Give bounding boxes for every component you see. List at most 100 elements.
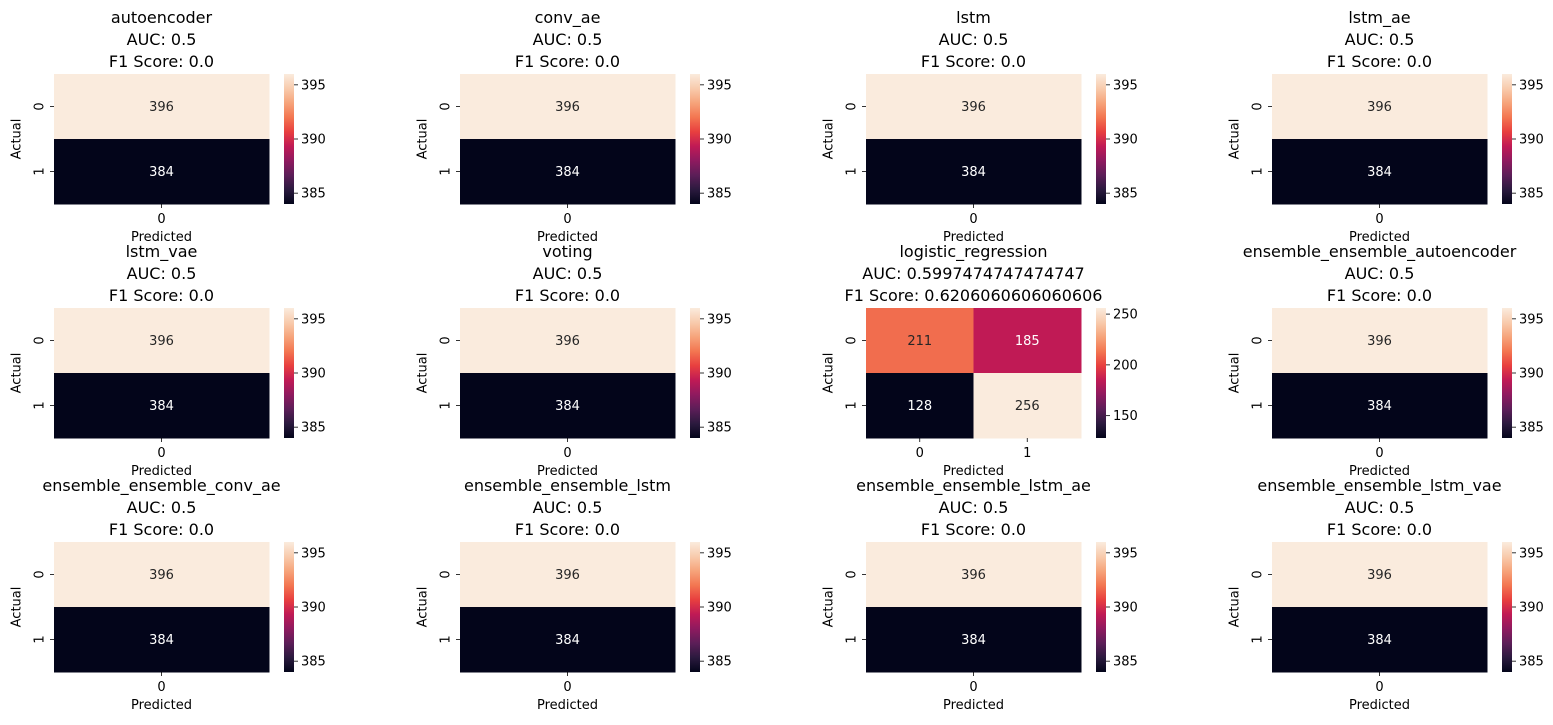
- colorbar-tick-label: 200: [1113, 358, 1138, 373]
- colorbar: [1502, 308, 1512, 438]
- y-tick-label: 1: [845, 167, 860, 175]
- heatmap-cell: [1272, 607, 1488, 673]
- heatmap-panel-ensemble-ensemble-lstm-ae: ensemble_ensemble_lstm_ae AUC: 0.5 F1 Scor…: [822, 476, 1138, 713]
- f1-label: F1 Score: 0.0: [921, 52, 1026, 71]
- panel-title: logistic_regression: [899, 242, 1047, 262]
- heatmap-panel-conv-ae: conv_ae AUC: 0.5 F1 Score: 0.0 396 384 0 1 Actu…: [416, 8, 732, 245]
- colorbar-tick-label: 395: [707, 546, 732, 561]
- y-tick-label: 1: [1251, 401, 1266, 409]
- colorbar-tick-label: 395: [1113, 78, 1138, 93]
- colorbar-tick-label: 390: [707, 367, 732, 382]
- cell-value-label: 384: [149, 633, 174, 648]
- y-tick-label: 1: [33, 167, 48, 175]
- y-tick-label: 0: [439, 570, 454, 578]
- colorbar-tick-label: 390: [1113, 601, 1138, 616]
- x-axis-label: Predicted: [537, 698, 598, 713]
- x-tick-label: 0: [969, 212, 977, 227]
- x-axis-label: Predicted: [943, 698, 1004, 713]
- y-tick-label: 1: [439, 401, 454, 409]
- heatmap-cell: [54, 607, 270, 673]
- y-axis-label: Actual: [1228, 587, 1243, 628]
- heatmap-cell: [1272, 542, 1488, 608]
- colorbar-tick-label: 385: [1519, 187, 1544, 202]
- cell-value-label: 396: [555, 100, 580, 115]
- heatmap-cell: [54, 74, 270, 140]
- heatmap-cell: [54, 373, 270, 439]
- y-tick-label: 0: [439, 102, 454, 110]
- x-tick-label: 0: [157, 212, 165, 227]
- f1-label: F1 Score: 0.0: [1327, 520, 1432, 539]
- cell-value-label: 396: [555, 568, 580, 583]
- y-tick-label: 0: [439, 336, 454, 344]
- f1-label: F1 Score: 0.0: [515, 286, 620, 305]
- colorbar-tick-label: 150: [1113, 409, 1138, 424]
- heatmap-cell: [1272, 74, 1488, 140]
- y-axis-label: Actual: [822, 119, 837, 160]
- y-tick-label: 1: [33, 635, 48, 643]
- panel-title: autoencoder: [111, 8, 213, 27]
- heatmap-panel-ensemble-ensemble-lstm: ensemble_ensemble_lstm AUC: 0.5 F1 Score: …: [416, 476, 732, 713]
- panel-title: ensemble_ensemble_conv_ae: [42, 476, 280, 496]
- cell-value-label: 396: [149, 334, 174, 349]
- colorbar-tick-label: 385: [1113, 187, 1138, 202]
- y-tick-label: 0: [1251, 336, 1266, 344]
- heatmap-cell: [460, 542, 676, 608]
- heatmap-panel-autoencoder: autoencoder AUC: 0.5 F1 Score: 0.0 396 384 0 1…: [10, 8, 326, 245]
- y-axis-label: Actual: [822, 353, 837, 394]
- cell-value-label: 384: [555, 633, 580, 648]
- auc-label: AUC: 0.5: [533, 498, 603, 517]
- y-tick-label: 0: [33, 336, 48, 344]
- cell-value-label: 396: [149, 568, 174, 583]
- heatmap-cell: [460, 373, 676, 439]
- x-axis-label: Predicted: [131, 464, 192, 479]
- colorbar-tick-label: 395: [707, 78, 732, 93]
- y-axis-label: Actual: [10, 353, 25, 394]
- colorbar-tick-label: 385: [301, 421, 326, 436]
- x-tick-label: 0: [563, 446, 571, 461]
- y-tick-label: 0: [33, 102, 48, 110]
- x-axis-label: Predicted: [1349, 698, 1410, 713]
- heatmap-cell: [460, 74, 676, 140]
- y-tick-label: 1: [1251, 167, 1266, 175]
- colorbar: [1502, 542, 1512, 672]
- colorbar-tick-label: 395: [1519, 312, 1544, 327]
- colorbar-tick-label: 385: [1519, 421, 1544, 436]
- panel-title: conv_ae: [535, 8, 601, 28]
- heatmap-cell: [973, 373, 1082, 439]
- panel-title: ensemble_ensemble_autoencoder: [1243, 242, 1517, 262]
- cell-value-label: 384: [961, 633, 986, 648]
- x-axis-label: Predicted: [537, 230, 598, 245]
- colorbar-tick-label: 390: [1519, 601, 1544, 616]
- cell-value-label: 384: [149, 165, 174, 180]
- colorbar: [1096, 308, 1106, 438]
- colorbar: [284, 74, 294, 204]
- y-tick-label: 0: [845, 336, 860, 344]
- colorbar-tick-label: 390: [301, 367, 326, 382]
- colorbar-tick-label: 390: [301, 601, 326, 616]
- x-tick-label: 1: [1023, 446, 1031, 461]
- cell-value-label: 185: [1015, 334, 1040, 349]
- colorbar-tick-label: 395: [1519, 78, 1544, 93]
- panel-title: ensemble_ensemble_lstm: [464, 476, 671, 496]
- x-tick-label: 0: [157, 680, 165, 695]
- auc-label: AUC: 0.5: [533, 264, 603, 283]
- auc-label: AUC: 0.5: [127, 498, 197, 517]
- heatmap-cell: [1272, 139, 1488, 205]
- y-tick-label: 1: [439, 167, 454, 175]
- y-tick-label: 1: [33, 401, 48, 409]
- panel-title: lstm_vae: [126, 242, 198, 262]
- x-axis-label: Predicted: [1349, 464, 1410, 479]
- colorbar-tick-label: 395: [1113, 546, 1138, 561]
- colorbar-tick-label: 390: [301, 133, 326, 148]
- cell-value-label: 384: [961, 165, 986, 180]
- f1-label: F1 Score: 0.6206060606060606: [845, 286, 1103, 305]
- heatmap-cell: [460, 139, 676, 205]
- heatmap-cell: [1272, 308, 1488, 374]
- panel-title: voting: [542, 242, 592, 261]
- heatmap-cell: [54, 542, 270, 608]
- auc-label: AUC: 0.5: [1345, 498, 1415, 517]
- x-axis-label: Predicted: [943, 464, 1004, 479]
- y-axis-label: Actual: [416, 119, 431, 160]
- x-axis-label: Predicted: [131, 698, 192, 713]
- colorbar-tick-label: 395: [301, 312, 326, 327]
